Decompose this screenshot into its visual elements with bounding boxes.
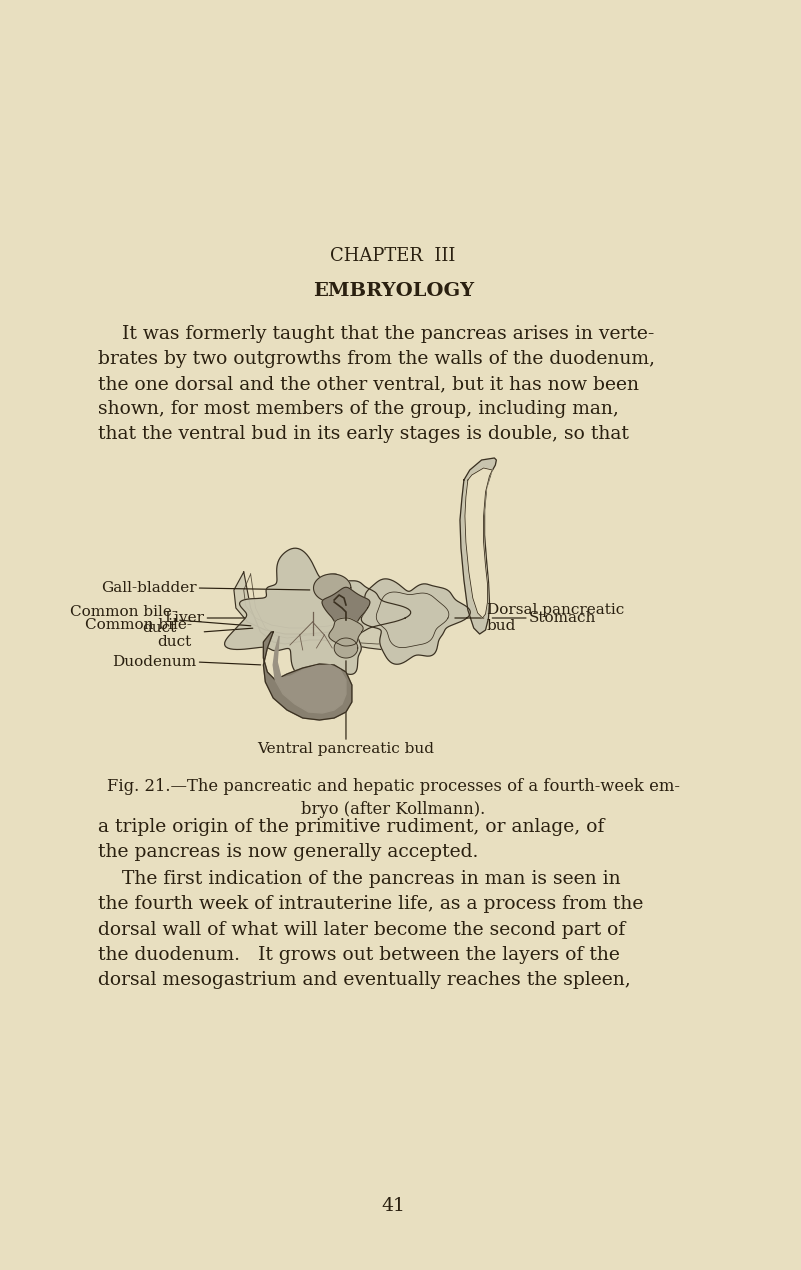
Text: Common bile-: Common bile-	[85, 618, 191, 632]
Text: Duodenum: Duodenum	[112, 655, 196, 669]
Polygon shape	[334, 638, 358, 658]
Polygon shape	[361, 579, 470, 664]
Polygon shape	[234, 572, 423, 650]
Text: 41: 41	[381, 1198, 405, 1215]
Text: a triple origin of the primitive rudiment, or anlage, of
the pancreas is now gen: a triple origin of the primitive rudimen…	[99, 818, 605, 861]
Text: Common bile-
duct: Common bile- duct	[70, 605, 177, 635]
Polygon shape	[329, 618, 363, 646]
Polygon shape	[313, 574, 351, 602]
Text: CHAPTER  III: CHAPTER III	[331, 246, 456, 265]
Text: Fig. 21.—The pancreatic and hepatic processes of a fourth-week em-
bryo (after K: Fig. 21.—The pancreatic and hepatic proc…	[107, 779, 679, 818]
Polygon shape	[322, 587, 370, 629]
Text: Liver: Liver	[164, 611, 204, 625]
Polygon shape	[273, 636, 346, 712]
Text: Stomach: Stomach	[529, 611, 596, 625]
Polygon shape	[264, 632, 352, 720]
Text: The first indication of the pancreas in man is seen in
the fourth week of intrau: The first indication of the pancreas in …	[99, 870, 644, 989]
Polygon shape	[460, 458, 497, 634]
Polygon shape	[224, 549, 411, 681]
Text: Gall-bladder: Gall-bladder	[101, 580, 196, 596]
Text: It was formerly taught that the pancreas arises in verte-
brates by two outgrowt: It was formerly taught that the pancreas…	[99, 325, 655, 443]
Text: EMBRYOLOGY: EMBRYOLOGY	[312, 282, 473, 300]
Text: Dorsal pancreatic
bud: Dorsal pancreatic bud	[486, 603, 624, 634]
Polygon shape	[465, 469, 493, 618]
Text: duct: duct	[158, 635, 191, 649]
Text: Ventral pancreatic bud: Ventral pancreatic bud	[257, 742, 434, 756]
